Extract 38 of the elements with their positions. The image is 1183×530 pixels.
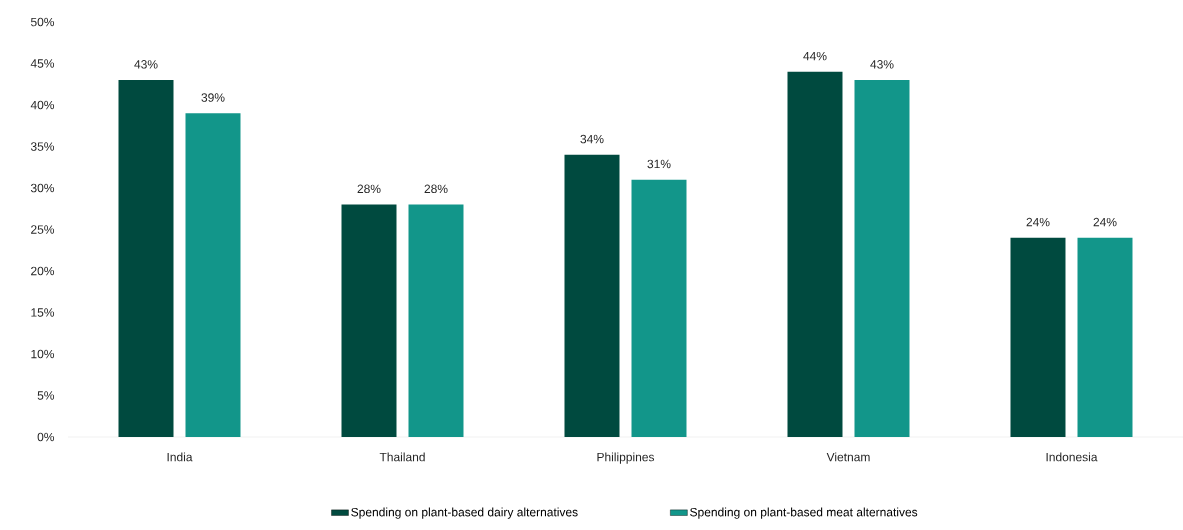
y-tick-label: 35% — [30, 142, 55, 151]
y-tick-label: 0% — [37, 432, 55, 442]
y-tick-label: 50% — [30, 17, 55, 27]
legend-label: Spending on plant-based dairy alternatives — [351, 507, 578, 519]
bar — [787, 71, 843, 437]
data-label: 28% — [424, 184, 448, 194]
bar — [1077, 237, 1133, 437]
y-tick-label: 20% — [31, 266, 55, 276]
data-label: 28% — [357, 184, 381, 194]
y-tick-label: 15% — [31, 308, 55, 317]
legend-label: Spending on plant-based meat alternatives — [690, 507, 918, 519]
data-label: 44% — [803, 51, 827, 61]
bar — [341, 204, 397, 437]
data-label: 43% — [870, 60, 894, 69]
y-tick-label: 40% — [30, 100, 55, 110]
data-label: 39% — [201, 93, 225, 102]
bar — [1010, 237, 1066, 437]
bar — [564, 154, 620, 437]
x-tick-label: India — [167, 452, 193, 462]
bar — [631, 179, 687, 437]
x-tick-label: Philippines — [597, 452, 655, 464]
y-tick-label: 45% — [30, 59, 55, 68]
bar — [185, 113, 241, 437]
bar — [118, 80, 174, 437]
bar — [408, 204, 464, 437]
y-tick-label: 5% — [37, 391, 55, 400]
y-tick-label: 25% — [31, 225, 55, 234]
y-tick-label: 10% — [31, 349, 55, 359]
data-label: 24% — [1093, 217, 1117, 227]
x-tick-label: Thailand — [379, 452, 425, 462]
bar — [854, 80, 910, 437]
data-label: 31% — [647, 159, 671, 169]
x-tick-label: Indonesia — [1046, 452, 1098, 462]
y-tick-label: 30% — [30, 183, 55, 193]
data-label: 34% — [580, 134, 604, 144]
x-tick-label: Vietnam — [826, 452, 870, 462]
data-label: 24% — [1026, 217, 1050, 227]
data-label: 43% — [134, 60, 158, 69]
